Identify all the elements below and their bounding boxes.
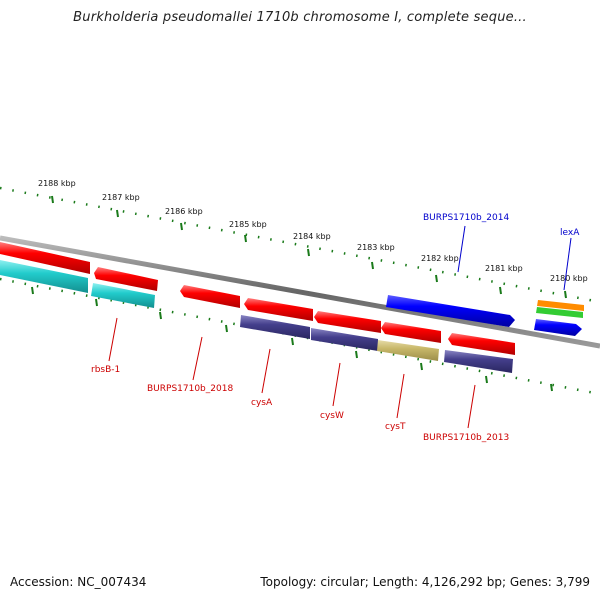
map-title: Burkholderia pseudomallei 1710b chromoso… — [73, 10, 527, 25]
connector-2014 — [457, 225, 466, 273]
connector-2018 — [192, 336, 203, 381]
accession-text: Accession: NC_007434 — [10, 575, 147, 589]
cds-reverse-left[interactable] — [0, 242, 90, 274]
kbp-label-2180: 2180 kbp — [550, 274, 588, 283]
gene-label-rbsB: rbsB-1 — [91, 365, 120, 375]
kbp-label-2183: 2183 kbp — [357, 243, 395, 252]
cog-purple-cysW — [311, 328, 378, 351]
cds-forward-lexA[interactable] — [534, 319, 582, 336]
cog-purple-cysA — [240, 315, 310, 339]
cog-khaki-cysT — [377, 340, 439, 361]
cds-reverse-cysW[interactable] — [314, 311, 381, 333]
connector-2013 — [467, 384, 476, 429]
cds-reverse-cysT[interactable] — [381, 322, 441, 343]
kbp-label-2187: 2187 kbp — [102, 193, 140, 202]
forward-strand-features — [386, 295, 584, 336]
cog-green-lexA — [536, 307, 583, 318]
kbp-label-2184: 2184 kbp — [293, 232, 331, 241]
connector-cysT — [396, 373, 405, 419]
lower-tick-ring — [0, 277, 600, 396]
cog-cyan-left — [0, 260, 88, 293]
cog-purple-2013 — [444, 350, 513, 373]
kbp-label-2182: 2182 kbp — [421, 254, 459, 263]
kbp-label-2186: 2186 kbp — [165, 207, 203, 216]
cds-forward-2014[interactable] — [386, 295, 515, 327]
kbp-label-2185: 2185 kbp — [229, 220, 267, 229]
cog-category-bars — [0, 260, 513, 373]
connector-cysA — [261, 348, 271, 394]
cog-cyan-rbsB — [91, 283, 155, 308]
gene-label-lexA: lexA — [560, 228, 580, 238]
gene-labels: rbsB-1 BURPS1710b_2018 cysA cysW cysT BU… — [91, 213, 580, 443]
cds-reverse-2018[interactable] — [180, 285, 240, 308]
reverse-strand-features — [0, 242, 515, 355]
upper-tick-ring — [0, 186, 600, 304]
gene-label-2014: BURPS1710b_2014 — [423, 213, 509, 223]
gene-label-2018: BURPS1710b_2018 — [147, 384, 233, 394]
backbone — [0, 235, 600, 349]
topology-text: Topology: circular; Length: 4,126,292 bp… — [260, 575, 590, 589]
kbp-label-2188: 2188 kbp — [38, 179, 76, 188]
cds-reverse-cysA[interactable] — [244, 298, 313, 321]
cds-reverse-rbsB[interactable] — [94, 267, 158, 291]
gene-label-cysW: cysW — [320, 411, 344, 421]
gene-label-cysA: cysA — [251, 398, 273, 408]
kbp-label-2181: 2181 kbp — [485, 264, 523, 273]
connector-lexA — [563, 237, 572, 291]
connector-cysW — [332, 362, 341, 407]
cog-orange-lexA — [537, 300, 584, 311]
label-connectors — [108, 225, 572, 429]
gene-label-cysT: cysT — [385, 422, 406, 432]
cds-reverse-2013[interactable] — [448, 333, 515, 355]
connector-rbsB — [108, 317, 118, 362]
gene-label-2013: BURPS1710b_2013 — [423, 433, 509, 443]
kbp-labels: 2188 kbp 2187 kbp 2186 kbp 2185 kbp 2184… — [38, 179, 588, 283]
